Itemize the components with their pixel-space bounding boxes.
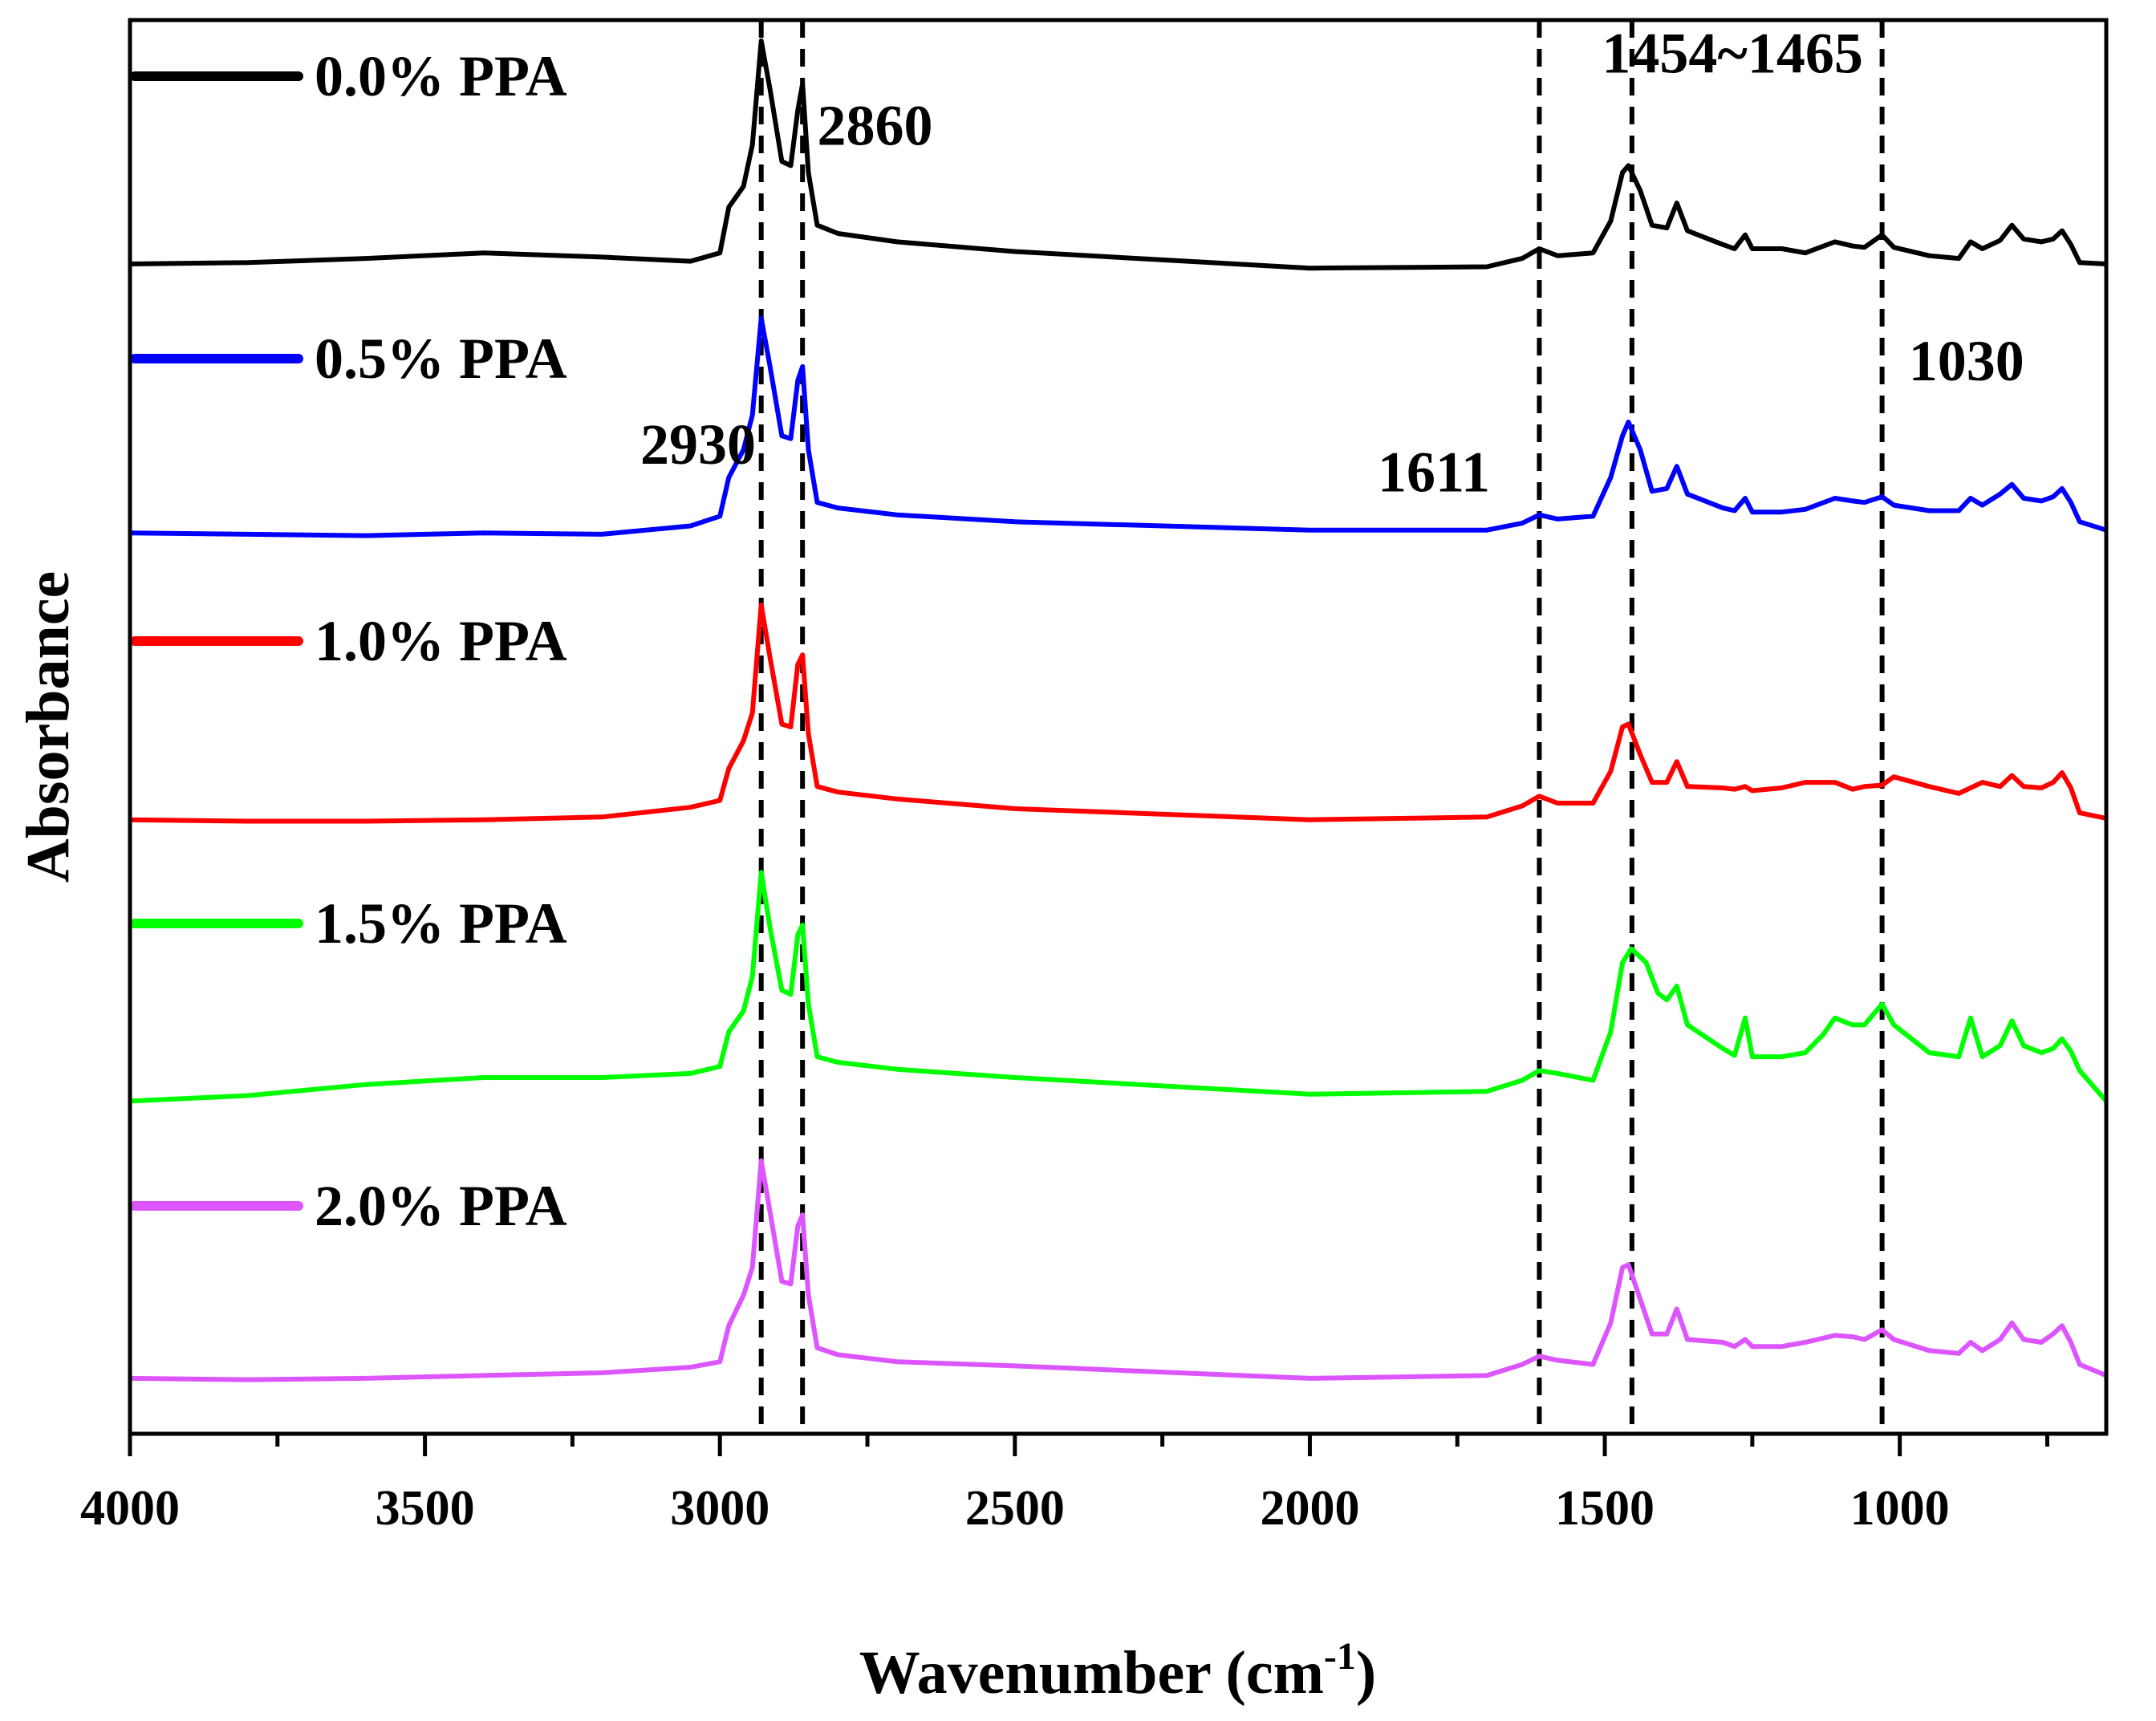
series-line-4 — [129, 1158, 2108, 1382]
peak-annotations: 2860 2930 1611 1454~1465 1030 — [640, 22, 2024, 505]
annotation-2: 1611 — [1378, 440, 1490, 504]
legend-label-2: 1.0% PPA — [315, 609, 567, 673]
x-axis-title-main: Wavenumber (cm — [859, 1639, 1324, 1707]
x-axis-title-superscript: -1 — [1324, 1635, 1356, 1678]
legend: 0.0% PPA 0.5% PPA 1.0% PPA 1.5% PPA 2.0% PPA — [130, 44, 567, 1238]
x-tick-label-3500: 3500 — [376, 1481, 475, 1536]
annotation-4: 1030 — [1909, 329, 2024, 393]
legend-label-0: 0.0% PPA — [315, 44, 567, 108]
x-tick-label-2000: 2000 — [1260, 1481, 1359, 1536]
legend-label-3: 1.5% PPA — [315, 891, 567, 956]
series-line-2 — [129, 603, 2107, 824]
x-tick-label-2500: 2500 — [965, 1481, 1065, 1536]
annotation-3: 1454~1465 — [1602, 22, 1862, 86]
annotation-0: 2860 — [818, 93, 933, 157]
spectra-lines — [129, 38, 2109, 1382]
series-line-0 — [129, 38, 2107, 271]
x-tick-label-3000: 3000 — [670, 1481, 769, 1536]
x-tick-label-1000: 1000 — [1850, 1481, 1950, 1536]
x-axis-ticks: 4000 3500 3000 2500 2000 1500 1000 — [80, 1434, 2049, 1536]
legend-label-4: 2.0% PPA — [315, 1174, 567, 1238]
legend-label-1: 0.5% PPA — [315, 327, 567, 391]
series-line-1 — [129, 315, 2107, 538]
x-tick-label-4000: 4000 — [80, 1481, 180, 1536]
series-line-3 — [129, 870, 2109, 1104]
x-axis-title: Wavenumber (cm-1) — [859, 1635, 1376, 1707]
annotation-1: 2930 — [640, 412, 756, 477]
x-tick-label-1500: 1500 — [1555, 1481, 1655, 1536]
reference-lines — [758, 20, 1885, 1434]
y-axis-title: Absorbance — [14, 571, 82, 883]
x-axis-title-close: ) — [1356, 1639, 1376, 1707]
plot-frame — [128, 18, 2109, 1436]
